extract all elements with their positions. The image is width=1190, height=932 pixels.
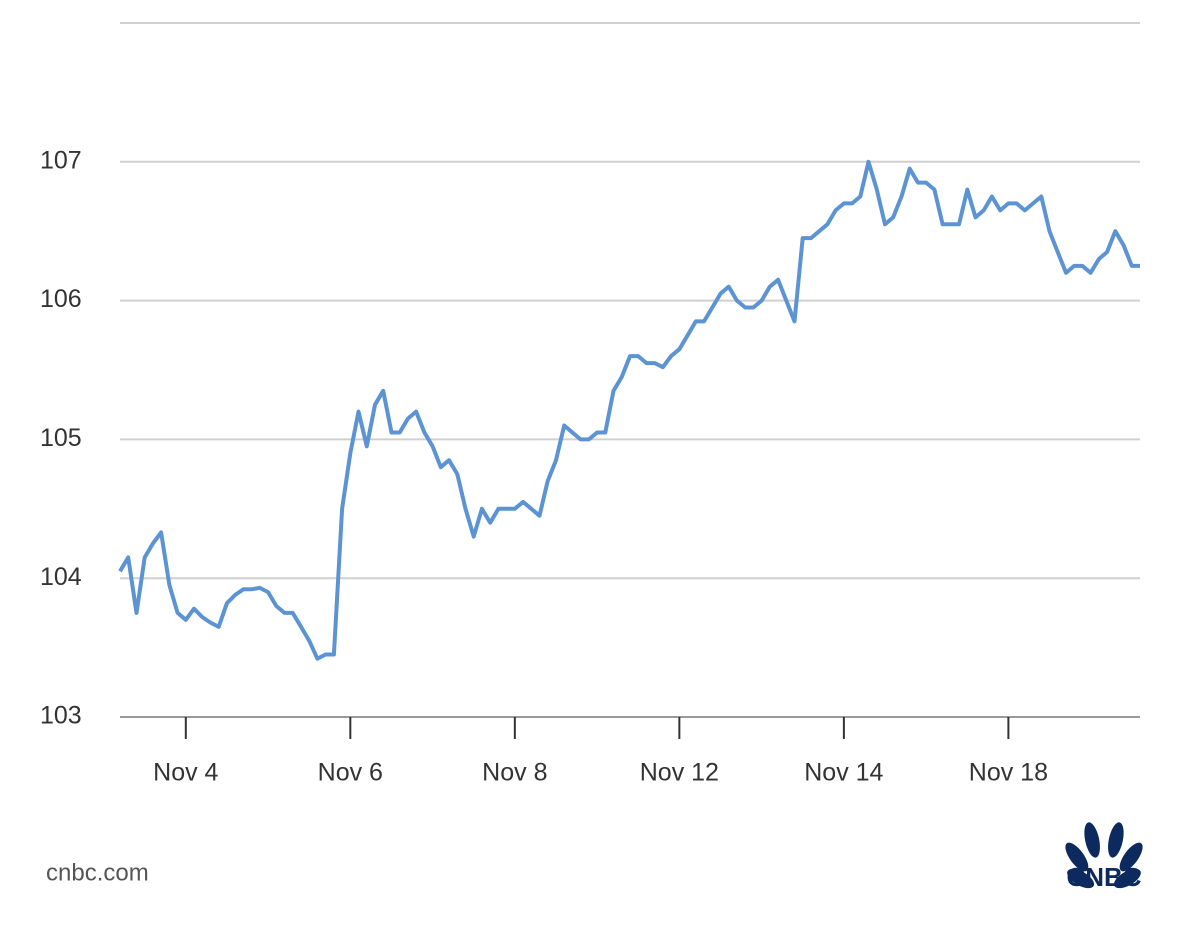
y-tick-label: 107 bbox=[40, 146, 82, 174]
y-tick-label: 104 bbox=[40, 563, 82, 591]
y-tick-label: 103 bbox=[40, 702, 82, 730]
logo-text: CNBC bbox=[1066, 862, 1141, 892]
x-tick-label: Nov 12 bbox=[640, 759, 719, 787]
source: cnbc.com bbox=[46, 859, 149, 886]
logo: CNBC bbox=[1065, 822, 1143, 892]
y-tick-label: 106 bbox=[40, 285, 82, 313]
x-tick-label: Nov 8 bbox=[482, 759, 547, 787]
x-tick-label: Nov 6 bbox=[318, 759, 383, 787]
x-tick-label: Nov 14 bbox=[804, 759, 883, 787]
y-tick-label: 105 bbox=[40, 424, 82, 452]
price-line bbox=[118, 159, 1140, 661]
x-tick-label: Nov 4 bbox=[153, 759, 218, 787]
x-tick-label: Nov 18 bbox=[969, 759, 1048, 787]
